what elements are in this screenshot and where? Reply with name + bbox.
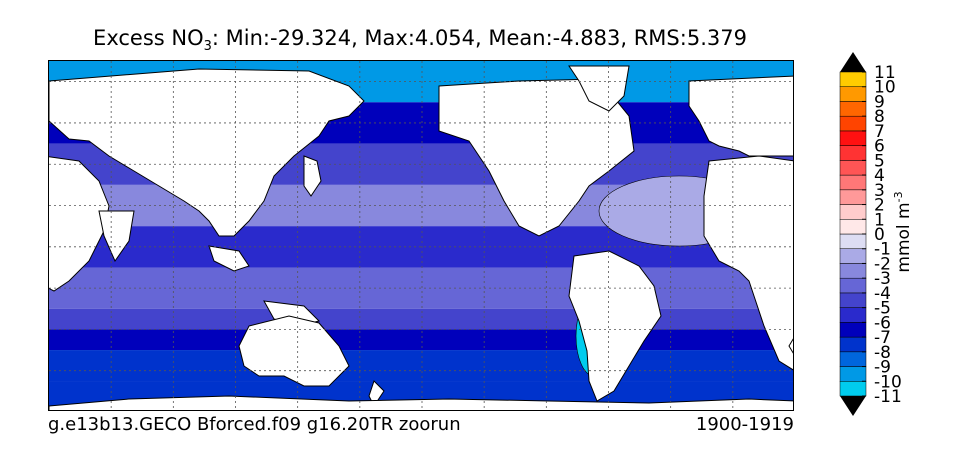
colorbar-swatch-1 bbox=[839, 366, 867, 382]
colorbar-tick-label: -2 bbox=[874, 254, 891, 274]
title-subscript: 3 bbox=[203, 39, 212, 55]
land-antarctica bbox=[49, 395, 793, 410]
colorbar-swatch-2 bbox=[839, 351, 867, 367]
colorbar-tick-label: 0 bbox=[874, 225, 885, 245]
colorbar-tick-label: 5 bbox=[874, 151, 885, 171]
colorbar-swatch-3 bbox=[839, 336, 867, 353]
colorbar-swatch-9 bbox=[839, 248, 867, 264]
colorbar-tick-label: -6 bbox=[874, 313, 891, 333]
colorbar-swatch-7 bbox=[839, 277, 867, 294]
colorbar-unit-label: mmol m-3 bbox=[892, 191, 914, 272]
colorbar-swatch-20 bbox=[839, 86, 867, 102]
colorbar-tick-label: -5 bbox=[874, 299, 891, 319]
land-south-america bbox=[568, 250, 662, 402]
unit-exponent: -3 bbox=[892, 191, 906, 203]
colorbar-extend-max bbox=[840, 52, 866, 72]
map-plot-area bbox=[48, 60, 794, 411]
land-greenland bbox=[568, 65, 630, 112]
unit-text: mmol m bbox=[893, 202, 914, 273]
colorbar-swatch-11 bbox=[839, 219, 867, 235]
colorbar-swatch-13 bbox=[839, 189, 867, 205]
colorbar-tick-label: 3 bbox=[874, 181, 885, 201]
colorbar-swatch-8 bbox=[839, 263, 867, 279]
colorbar-swatch-14 bbox=[839, 174, 867, 191]
lat-band-6 bbox=[49, 308, 793, 330]
land-europe-east bbox=[688, 75, 793, 157]
colorbar-tick-label: 4 bbox=[874, 166, 885, 186]
colorbar-tick-label: 1 bbox=[874, 210, 885, 230]
colorbar-swatch-21 bbox=[839, 71, 867, 87]
colorbar-swatch-0 bbox=[839, 381, 867, 397]
time-period: 1900-1919 bbox=[695, 414, 794, 435]
colorbar-extend-min bbox=[840, 396, 866, 416]
ocean-field-map bbox=[49, 61, 793, 410]
colorbar-tick-label: -11 bbox=[874, 387, 902, 407]
colorbar-tick-label: 7 bbox=[874, 122, 885, 142]
colorbar-swatch-10 bbox=[839, 233, 867, 249]
colorbar-swatch-16 bbox=[839, 145, 867, 161]
colorbar-tick-label: -3 bbox=[874, 269, 891, 289]
colorbar-swatch-15 bbox=[839, 160, 867, 176]
colorbar-tick-label: 8 bbox=[874, 107, 885, 127]
land-africa bbox=[49, 156, 110, 292]
land-masses bbox=[49, 65, 793, 410]
colorbar-tick-label: 2 bbox=[874, 196, 885, 216]
colorbar-swatch-17 bbox=[839, 130, 867, 146]
colorbar-tick-label: 9 bbox=[874, 92, 885, 112]
run-name: g.e13b13.GECO Bforced.f09 g16.20TR zooru… bbox=[48, 414, 461, 435]
colorbar-tick-label: 10 bbox=[874, 78, 896, 98]
colorbar-tick-label: -9 bbox=[874, 358, 891, 378]
land-australia bbox=[238, 315, 350, 387]
colorbar-tick-label: 6 bbox=[874, 137, 885, 157]
colorbar-tick-label: -4 bbox=[874, 284, 891, 304]
title-prefix: Excess NO bbox=[93, 26, 204, 50]
colorbar-swatch-5 bbox=[839, 307, 867, 323]
colorbar-swatch-12 bbox=[839, 204, 867, 220]
colorbar-swatches bbox=[839, 52, 867, 416]
land-japan bbox=[303, 155, 322, 197]
colorbar-swatch-19 bbox=[839, 101, 867, 117]
land-madagascar bbox=[788, 338, 793, 354]
land-india bbox=[98, 210, 135, 263]
colorbar-tick-label: -10 bbox=[874, 372, 902, 392]
lat-band-8 bbox=[49, 350, 793, 382]
map-gridlines bbox=[49, 61, 793, 410]
land-southeast-asia bbox=[208, 245, 250, 272]
land-europe-asia bbox=[49, 68, 365, 237]
colorbar-tick-label: 11 bbox=[874, 63, 896, 83]
land-africa-east bbox=[703, 155, 793, 371]
colorbar-tick-label: -1 bbox=[874, 240, 891, 260]
colorbar-tick-label: -8 bbox=[874, 343, 891, 363]
lat-band-7 bbox=[49, 329, 793, 351]
title-stats: : Min:-29.324, Max:4.054, Mean:-4.883, R… bbox=[211, 26, 747, 50]
colorbar-swatch-4 bbox=[839, 322, 867, 338]
chart-title: Excess NO3: Min:-29.324, Max:4.054, Mean… bbox=[0, 26, 840, 54]
colorbar-tick-label: -7 bbox=[874, 328, 891, 348]
colorbar-swatch-6 bbox=[839, 292, 867, 308]
colorbar-swatch-18 bbox=[839, 115, 867, 132]
